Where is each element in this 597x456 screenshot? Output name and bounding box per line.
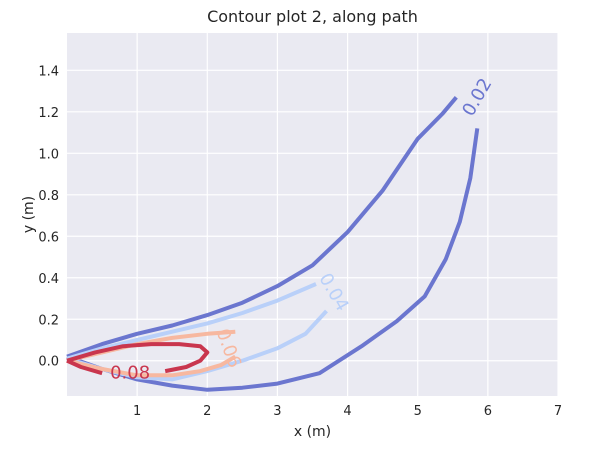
grid-lines (67, 33, 559, 396)
contour-line-0.06 (66, 354, 237, 378)
y-tick-label: 1.4 (38, 64, 59, 79)
contour-line-0.02 (66, 128, 480, 392)
y-tick-label: 0.4 (38, 272, 59, 287)
x-tick-label: 5 (414, 404, 422, 419)
x-tick-label: 4 (343, 404, 351, 419)
y-tick-labels: 0.0 0.2 0.4 0.6 0.8 1.0 1.2 1.4 (38, 64, 59, 369)
x-axis-label: x (m) (294, 424, 331, 440)
contour-line-0.08 (66, 358, 103, 376)
x-tick-label: 7 (554, 404, 562, 419)
y-tick-label: 0.2 (38, 313, 59, 328)
x-tick-labels: 1 2 3 4 5 6 7 (133, 404, 562, 419)
contour-line-0.08 (66, 342, 210, 374)
y-tick-label: 0.0 (38, 355, 59, 370)
contour-lines (66, 96, 480, 392)
contour-line-0.04 (66, 282, 317, 361)
contour-label: 0.08 (110, 363, 150, 384)
y-axis-label: y (m) (21, 196, 37, 233)
x-tick-label: 2 (203, 404, 211, 419)
x-tick-label: 3 (273, 404, 281, 419)
chart-title: Contour plot 2, along path (207, 7, 418, 26)
y-tick-label: 0.6 (38, 230, 59, 245)
y-tick-label: 0.8 (38, 189, 59, 204)
y-tick-label: 1.0 (38, 147, 59, 162)
contour-line-0.02 (66, 96, 458, 359)
x-tick-label: 1 (133, 404, 141, 419)
x-tick-label: 6 (484, 404, 492, 419)
y-tick-label: 1.2 (38, 106, 59, 121)
